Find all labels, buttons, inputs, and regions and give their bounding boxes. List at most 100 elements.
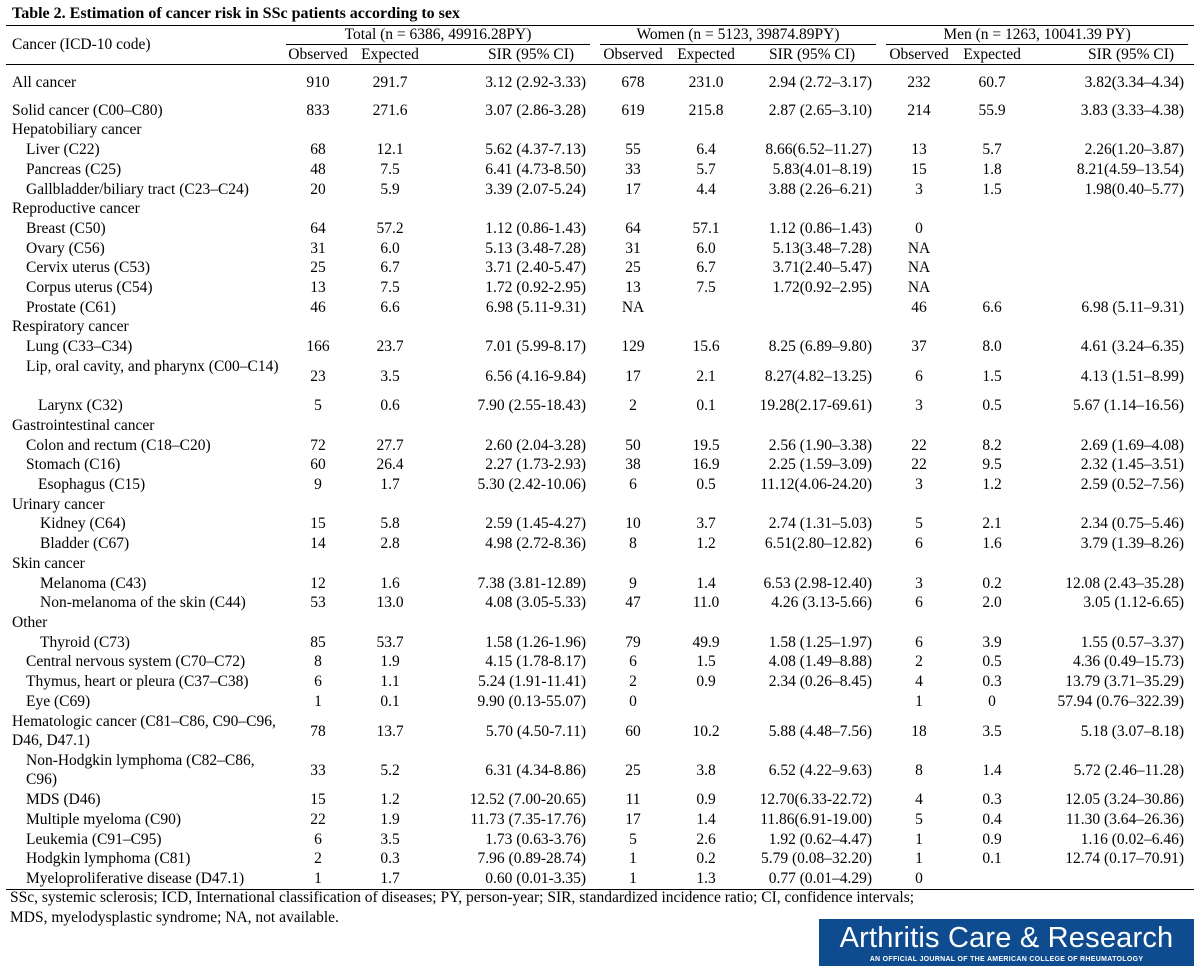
- total-sir-cell: 3.12 (2.92-3.33): [485, 74, 587, 91]
- women-expected-cell: 215.8: [688, 101, 724, 119]
- table-section-row: Urinary cancer: [6, 495, 1194, 515]
- men-observed-cell: [882, 613, 956, 633]
- men-expected-cell: 9.5: [982, 456, 1002, 474]
- table-caption: Table 2. Estimation of cancer risk in SS…: [12, 5, 461, 22]
- table-row: Ovary (C56) 31 6.0 5.13 (3.48-7.28) 31 6.0 5.1…: [6, 239, 1194, 259]
- total-expected-cell: 6.0: [380, 239, 400, 257]
- table-section-row: Hematologic cancer (C81–C86, C90–C96, D4…: [6, 712, 1194, 751]
- men-observed-cell: [882, 199, 956, 219]
- table-section-row: Gastrointestinal cancer: [6, 416, 1194, 436]
- women-sir-cell: 3.71(2.40–5.47): [772, 259, 873, 277]
- women-sir-cell: [742, 495, 882, 515]
- women-expected-cell: [670, 692, 742, 712]
- table-section-row: Respiratory cancer: [6, 317, 1194, 337]
- table-row: Central nervous system (C70–C72) 8 1.9 4.15…: [6, 652, 1194, 672]
- women-sir-cell: 2.25 (1.59–3.09): [768, 456, 873, 474]
- cancer-name-cell: Esophagus (C15): [38, 476, 146, 494]
- women-sir-cell: [742, 692, 882, 712]
- table-row: Kidney (C64) 15 5.8 2.59 (1.45-4.27) 10 3.7 2.…: [6, 514, 1194, 534]
- total-sir-cell: 1.72 (0.92-2.95): [485, 279, 587, 297]
- women-expected-cell: 0.9: [696, 673, 716, 691]
- men-sir-cell: 57.94 (0.76–322.39): [1057, 692, 1185, 710]
- women-sir-cell: [742, 554, 882, 574]
- men-sir-cell: [1028, 219, 1194, 239]
- women-sir-cell: [742, 298, 882, 318]
- total-expected-cell: 7.5: [380, 160, 400, 178]
- total-sir-cell: 6.56 (4.16-9.84): [485, 367, 587, 385]
- table-row: Melanoma (C43) 12 1.6 7.38 (3.81-12.89) 9 1.4…: [6, 574, 1194, 594]
- total-sir-header: SIR (95% CI): [487, 46, 575, 63]
- cancer-name-cell: Cervix uterus (C53): [26, 259, 150, 277]
- women-observed-cell: [596, 554, 670, 574]
- cancer-name-cell: Solid cancer (C00–C80): [12, 101, 163, 119]
- men-observed-cell: [882, 495, 956, 515]
- total-sir-cell: 9.90 (0.13-55.07): [477, 692, 587, 710]
- men-observed-cell: 6: [915, 367, 923, 385]
- women-expected-cell: 5.7: [696, 160, 716, 178]
- women-sir-cell: 2.34 (0.26–8.45): [768, 673, 873, 691]
- men-observed-cell: 6: [915, 535, 923, 553]
- men-sir-cell: 11.30 (3.64–26.36): [1065, 811, 1185, 829]
- women-sir-cell: [742, 613, 882, 633]
- total-observed-cell: 64: [310, 219, 326, 237]
- total-sir-cell: [426, 120, 596, 140]
- men-expected-cell: 1.2: [982, 476, 1002, 494]
- cancer-column-header: Cancer (ICD-10 code): [12, 36, 151, 53]
- cancer-name-cell: Larynx (C32): [38, 397, 123, 415]
- women-expected-cell: 19.5: [692, 436, 720, 454]
- women-expected-cell: 1.4: [696, 574, 716, 592]
- men-sir-cell: 4.61 (3.24–6.35): [1080, 338, 1185, 356]
- men-expected-cell: 0.1: [982, 850, 1002, 868]
- women-observed-cell: 8: [629, 535, 637, 553]
- women-sir-cell: [742, 416, 882, 436]
- cancer-name-cell: Kidney (C64): [40, 515, 126, 533]
- women-expected-cell: 3.7: [696, 515, 716, 533]
- men-observed-cell: 4: [915, 791, 923, 809]
- women-expected-cell: 1.5: [696, 653, 716, 671]
- group-header-men-label: Men (n = 1263, 10041.39 PY): [886, 26, 1189, 45]
- men-sir-cell: 5.72 (2.46–11.28): [1073, 761, 1185, 779]
- cancer-name-cell: Lip, oral cavity, and pharynx (C00–C14): [26, 357, 279, 375]
- total-sir-cell: 2.59 (1.45-4.27): [485, 515, 587, 533]
- women-sir-cell: 2.87 (2.65–3.10): [768, 101, 873, 119]
- women-expected-cell: [670, 317, 742, 337]
- men-expected-cell: 2.1: [982, 515, 1002, 533]
- total-expected-cell: 5.9: [380, 180, 400, 198]
- cancer-name-cell: Eye (C69): [26, 692, 91, 710]
- total-expected-cell: 291.7: [372, 74, 408, 91]
- cancer-name-cell: Gallbladder/biliary tract (C23–C24): [26, 180, 249, 198]
- women-expected-cell: 15.6: [692, 338, 720, 356]
- women-sir-cell: [742, 120, 882, 140]
- men-expected-cell: [956, 219, 1028, 239]
- total-observed-cell: [282, 416, 354, 436]
- table-section-row: Solid cancer (C00–C80) 833 271.6 3.07 (2.86…: [6, 101, 1194, 121]
- men-observed-cell: 18: [911, 722, 927, 740]
- men-sir-cell: 12.05 (3.24–30.86): [1065, 791, 1185, 809]
- journal-logo: Arthritis Care & Research AN OFFICIAL JO…: [819, 919, 1194, 966]
- spacer-row: [6, 65, 1194, 74]
- women-sir-cell: 3.88 (2.26–6.21): [768, 180, 873, 198]
- women-expected-cell: 16.9: [692, 456, 720, 474]
- total-expected-cell: 26.4: [376, 456, 404, 474]
- table-row: Prostate (C61) 46 6.6 6.98 (5.11-9.31) NA 46 6…: [6, 298, 1194, 318]
- men-expected-cell: [956, 258, 1028, 278]
- women-observed-cell: 64: [625, 219, 641, 237]
- total-sir-cell: 6.41 (4.73-8.50): [485, 160, 587, 178]
- men-expected-cell: 0: [988, 692, 996, 710]
- men-sir-cell: [1028, 869, 1195, 890]
- men-observed-cell: 22: [911, 456, 927, 474]
- total-observed-cell: 53: [310, 594, 326, 612]
- women-observed-cell: 2: [629, 673, 637, 691]
- women-observed-cell: 1: [596, 869, 671, 890]
- women-observed-cell: 9: [629, 574, 637, 592]
- women-observed-cell: 25: [625, 761, 641, 779]
- total-expected-cell: 7.5: [380, 279, 400, 297]
- men-sir-cell: 2.69 (1.69–4.08): [1080, 436, 1185, 454]
- cancer-name-cell: MDS (D46): [26, 791, 101, 809]
- women-expected-cell: 1.4: [696, 811, 716, 829]
- women-sir-cell: 11.86(6.91-19.00): [760, 811, 873, 829]
- women-observed-cell: [596, 120, 670, 140]
- table-row: Eye (C69) 1 0.1 9.90 (0.13-55.07) 0 1 0 57.94 (…: [6, 692, 1194, 712]
- table-row: Thymus, heart or pleura (C37–C38) 6 1.1 5.2…: [6, 672, 1194, 692]
- total-sir-cell: 1.12 (0.86-1.43): [485, 219, 587, 237]
